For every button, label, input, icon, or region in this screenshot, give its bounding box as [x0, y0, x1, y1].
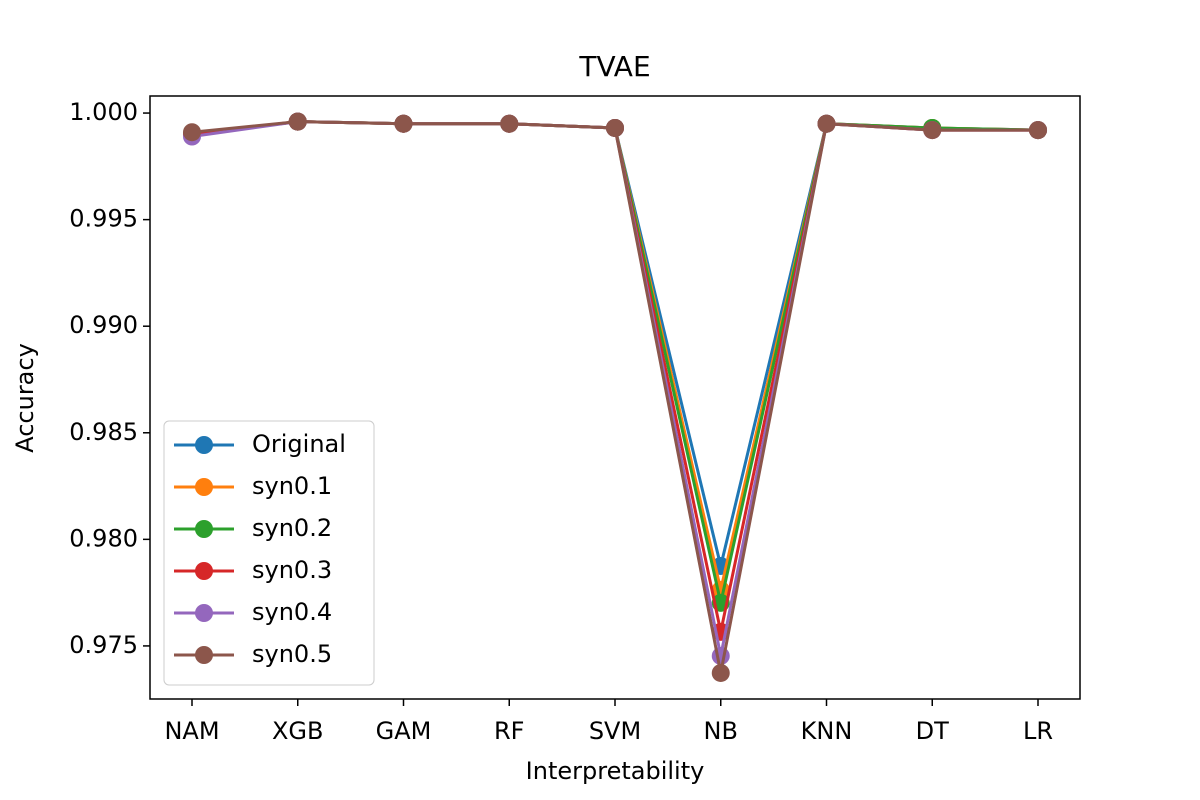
marker: [183, 123, 201, 142]
chart-title: TVAE: [578, 50, 650, 83]
y-tick-label: 0.990: [69, 311, 138, 339]
legend-marker: [195, 562, 213, 580]
marker: [923, 121, 942, 140]
legend-label: syn0.2: [252, 514, 332, 542]
legend-marker: [195, 478, 213, 496]
legend-label: syn0.4: [252, 598, 332, 626]
x-tick-label: GAM: [376, 717, 432, 745]
legend-label: Original: [252, 430, 346, 458]
legend-marker: [195, 604, 213, 622]
x-tick-label: SVM: [589, 717, 641, 745]
marker: [1029, 121, 1047, 140]
legend-marker: [195, 436, 213, 454]
legend-marker: [195, 646, 213, 664]
marker: [606, 118, 624, 137]
legend-marker: [195, 520, 213, 538]
x-tick-label: LR: [1023, 717, 1053, 745]
y-tick-label: 1.000: [69, 98, 138, 126]
marker: [500, 114, 519, 133]
y-tick-label: 0.980: [69, 524, 138, 552]
y-tick-label: 0.995: [69, 205, 138, 233]
y-tick-label: 0.985: [69, 418, 138, 446]
marker: [711, 646, 730, 665]
x-tick-label: XGB: [272, 717, 324, 745]
legend-label: syn0.5: [252, 640, 332, 668]
x-tick-label: NB: [704, 717, 738, 745]
x-tick-label: DT: [916, 717, 949, 745]
x-axis-label: Interpretability: [526, 757, 705, 785]
marker: [288, 112, 307, 131]
x-tick-label: NAM: [164, 717, 219, 745]
plot-frame: [149, 95, 1081, 700]
marker: [817, 114, 836, 133]
y-axis-label: Accuracy: [11, 343, 39, 453]
legend-label: syn0.1: [252, 472, 332, 500]
x-tick-label: RF: [494, 717, 524, 745]
marker: [394, 114, 413, 133]
y-tick-label: 0.975: [69, 631, 138, 659]
legend-label: syn0.3: [252, 556, 332, 584]
marker: [711, 663, 730, 682]
x-tick-label: KNN: [801, 717, 853, 745]
